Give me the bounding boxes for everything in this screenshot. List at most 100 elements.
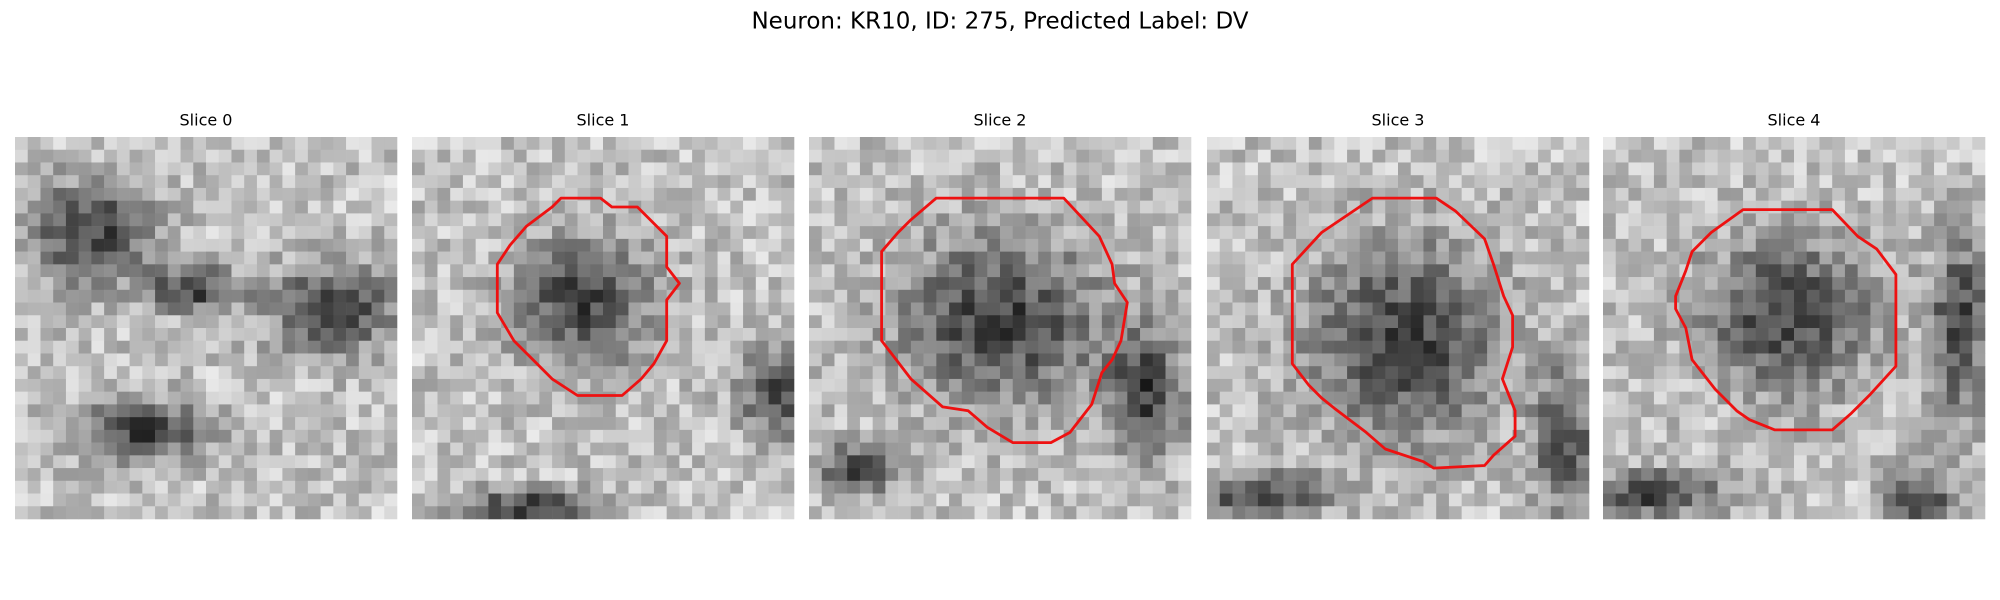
pixel [450,404,464,418]
pixel [1908,417,1922,431]
pixel [1653,429,1667,443]
pixel [1717,238,1731,252]
pixel [1270,289,1284,303]
pixel [412,277,426,291]
pixel [129,162,143,176]
pixel [450,264,464,278]
pixel [1321,187,1335,201]
pixel [1232,187,1246,201]
pixel [1165,391,1179,405]
pixel [244,187,258,201]
pixel [1857,149,1871,163]
pixel [142,442,156,456]
pixel [40,378,54,392]
pixel [218,455,232,469]
pixel [1050,493,1064,507]
pixel [27,328,41,342]
pixel [1525,315,1539,329]
pixel [1870,315,1884,329]
pixel [1245,378,1259,392]
pixel [577,162,591,176]
pixel [1550,328,1564,342]
pixel [1000,277,1014,291]
pixel [1857,226,1871,240]
pixel [885,264,899,278]
pixel [1563,480,1577,494]
pixel [27,200,41,214]
pixel [1178,353,1192,367]
pixel [40,149,54,163]
pixel [40,302,54,316]
pixel [1921,404,1935,418]
pixel [424,213,438,227]
pixel [1499,149,1513,163]
pixel [1832,366,1846,380]
pixel [1576,251,1590,265]
pixel [961,175,975,189]
pixel [1025,251,1039,265]
pixel [488,302,502,316]
pixel [552,417,566,431]
pixel [1089,366,1103,380]
pixel [180,378,194,392]
pixel [1321,328,1335,342]
pixel [116,277,130,291]
pixel [628,353,642,367]
pixel [346,162,360,176]
pixel [1050,137,1064,151]
pixel [412,302,426,316]
pixel [1114,480,1128,494]
pixel [320,468,334,482]
pixel [628,328,642,342]
pixel [1768,468,1782,482]
pixel [307,238,321,252]
pixel [923,378,937,392]
pixel [1512,200,1526,214]
pixel [193,468,207,482]
pixel [1972,340,1986,354]
pixel [450,137,464,151]
pixel [1063,468,1077,482]
pixel [1245,506,1259,520]
pixel [333,391,347,405]
pixel [949,315,963,329]
pixel [834,200,848,214]
pixel [590,480,604,494]
pixel [371,366,385,380]
pixel [167,353,181,367]
pixel [27,468,41,482]
pixel [743,315,757,329]
pixel [1781,429,1795,443]
pixel [1538,315,1552,329]
pixel [755,137,769,151]
pixel [488,238,502,252]
pixel [1178,162,1192,176]
pixel [974,506,988,520]
pixel [1487,200,1501,214]
pixel [1959,264,1973,278]
pixel [1063,391,1077,405]
pixel [1245,187,1259,201]
pixel [1857,162,1871,176]
pixel [961,137,975,151]
pixel [346,200,360,214]
pixel [346,506,360,520]
pixel [1165,213,1179,227]
pixel [295,468,309,482]
pixel [1806,480,1820,494]
pixel [346,289,360,303]
pixel [1165,429,1179,443]
pixel [1076,175,1090,189]
pixel [1525,493,1539,507]
pixel [1050,302,1064,316]
pixel [743,506,757,520]
pixel [282,429,296,443]
pixel [859,137,873,151]
pixel [987,366,1001,380]
pixel [295,226,309,240]
pixel [1436,137,1450,151]
pixel [1423,175,1437,189]
pixel [1012,213,1026,227]
pixel [1127,213,1141,227]
pixel [781,506,795,520]
